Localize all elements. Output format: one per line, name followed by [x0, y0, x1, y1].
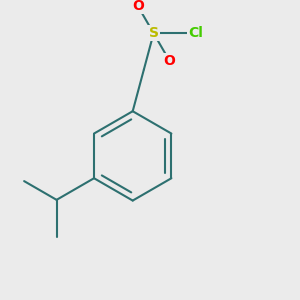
- Text: O: O: [132, 0, 144, 13]
- Text: S: S: [148, 26, 159, 40]
- Text: Cl: Cl: [188, 26, 203, 40]
- Text: O: O: [164, 54, 175, 68]
